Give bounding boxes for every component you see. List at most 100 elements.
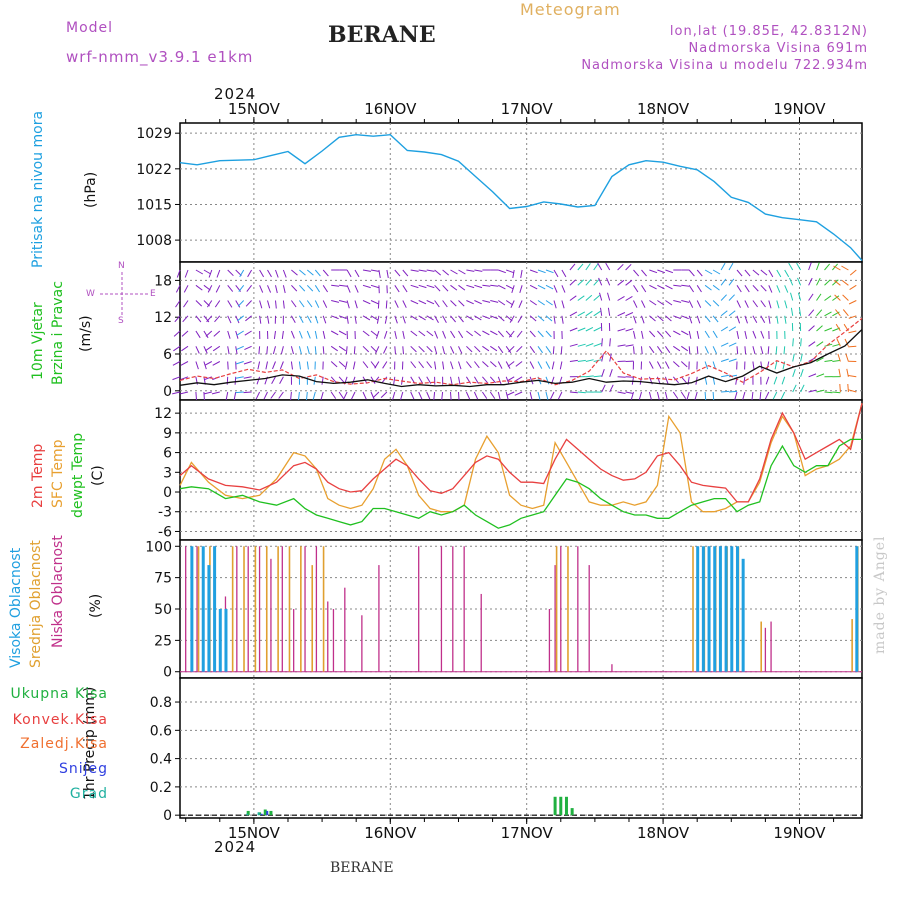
wind-barb (808, 389, 817, 393)
wind-barb (849, 269, 857, 276)
wind-barb (352, 361, 356, 370)
wind-barb (204, 376, 212, 381)
wind-barb (321, 376, 324, 385)
wind-barb (704, 361, 709, 370)
wind-barb (792, 369, 796, 377)
wind-barb (688, 269, 695, 277)
wind-barb (816, 373, 825, 378)
wind-barb (506, 391, 515, 396)
wind-barb (362, 300, 371, 305)
wind-barb (824, 359, 833, 362)
wind-barb (362, 391, 367, 400)
snow-bar (260, 813, 263, 816)
wind-barb (322, 300, 328, 308)
wind-barb (434, 284, 441, 292)
wind-barb (585, 294, 593, 301)
wind-barb (617, 391, 626, 394)
wind-barb (182, 315, 189, 323)
wind-barb (824, 311, 832, 317)
wind-barb (482, 330, 490, 336)
wind-barb (291, 269, 298, 276)
top-day-label: 15NOV (228, 100, 281, 118)
wind-barb (208, 269, 213, 278)
wind-barb (798, 307, 802, 316)
wind-barb (736, 300, 741, 308)
dewpt-line (179, 438, 862, 529)
wind-speed-line (179, 329, 863, 388)
wind-barb (259, 300, 263, 309)
wind-barb (346, 300, 350, 309)
wind-barb (848, 389, 857, 393)
cloud-high-bar (855, 546, 859, 672)
wind-barb (776, 285, 781, 293)
wind-barb (195, 346, 200, 354)
wind-barb (181, 330, 189, 337)
wind-barb (832, 295, 840, 301)
wind-barb (664, 361, 670, 369)
wind-barb (275, 285, 278, 294)
wind-barb (764, 391, 770, 400)
wind-barb (354, 315, 357, 324)
wind-barb (792, 338, 794, 347)
t2m-line (179, 403, 863, 503)
wind-barb (553, 315, 556, 324)
wind-barb (322, 315, 327, 324)
wind-barb (362, 330, 370, 337)
wind-barb (704, 346, 709, 354)
wind-barb (665, 284, 673, 290)
wind-barb (688, 315, 693, 324)
wind-barb (233, 391, 237, 400)
wind-barb (265, 361, 268, 370)
wind-barb (569, 343, 578, 347)
wind-barb (237, 300, 245, 307)
wind-barb (648, 346, 655, 354)
wind-barb (393, 376, 396, 385)
wind-barb (609, 384, 614, 393)
y-tick-label: 0 (163, 384, 172, 400)
wind-barb (792, 353, 795, 362)
wind-barb (664, 376, 669, 385)
wind-barb (330, 391, 337, 399)
wind-barb (800, 384, 805, 393)
wind-barb (203, 315, 210, 323)
y-tick-label: 12 (154, 406, 172, 422)
wind-barb (593, 263, 599, 271)
rain-total-bar (269, 810, 273, 816)
wind-barb (489, 391, 496, 399)
wind-barb (184, 269, 189, 278)
wind-barb (633, 269, 640, 277)
wind-barb (681, 300, 690, 303)
wind-barb (497, 361, 503, 369)
bottom-day-label: 16NOV (364, 824, 417, 842)
wind-barb (394, 346, 396, 355)
wind-barb (752, 315, 758, 323)
wind-barb (442, 269, 450, 276)
wind-barb (641, 269, 647, 277)
wind-barb (728, 390, 738, 393)
wind-barb (712, 346, 717, 354)
bottom-day-label: 19NOV (773, 824, 826, 842)
wind-barb (816, 325, 823, 332)
wind-barb (426, 269, 435, 272)
wind-barb (402, 330, 405, 339)
wind-barb (180, 376, 189, 381)
wind-barb (688, 300, 694, 308)
wind-barb (418, 361, 424, 369)
wind-barb (394, 315, 398, 324)
wind-barb (585, 278, 592, 286)
wind-barb (514, 391, 523, 396)
wind-barb (721, 390, 730, 393)
wind-barb (275, 269, 279, 278)
wind-barb (824, 279, 831, 286)
wind-barb (788, 262, 794, 271)
wind-barb (529, 269, 538, 274)
wind-barb (290, 361, 293, 370)
wind-barb (832, 391, 841, 394)
wind-barb (517, 315, 523, 323)
cloud-high-bar (696, 546, 700, 672)
wind-barb (173, 345, 181, 352)
wind-barb (577, 359, 586, 362)
wind-barb (418, 330, 426, 337)
wind-barb (656, 346, 663, 354)
wind-barb (836, 338, 841, 347)
